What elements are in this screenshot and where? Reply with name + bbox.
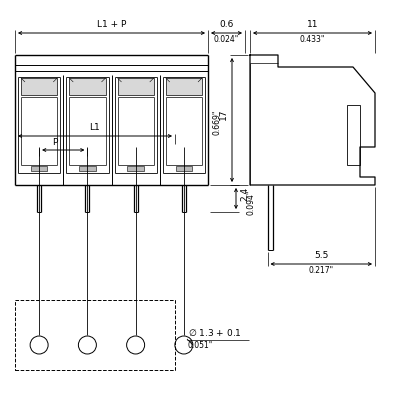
Text: L1: L1 [90, 123, 100, 132]
Bar [69, 78, 105, 95]
Text: 5.5: 5.5 [314, 251, 328, 260]
Bar [128, 166, 144, 171]
Text: L1 + P: L1 + P [97, 20, 126, 29]
Bar [31, 166, 47, 171]
Bar [347, 105, 360, 165]
Text: 0.024": 0.024" [214, 35, 239, 44]
Bar [21, 78, 57, 95]
Text: 0.217": 0.217" [308, 266, 334, 275]
Text: 0.051": 0.051" [188, 340, 213, 350]
Text: 0.6: 0.6 [219, 20, 234, 29]
Bar [117, 78, 154, 95]
Text: 0.433": 0.433" [300, 35, 325, 44]
Text: 11: 11 [307, 20, 318, 29]
Bar [176, 166, 192, 171]
Text: 0.094": 0.094" [247, 190, 256, 215]
Bar [166, 78, 202, 95]
Bar [15, 300, 175, 370]
Text: 0.669": 0.669" [212, 109, 221, 135]
Bar [79, 166, 96, 171]
Text: $\varnothing$ 1.3 + 0.1: $\varnothing$ 1.3 + 0.1 [188, 328, 242, 338]
Text: P: P [53, 138, 58, 147]
Text: 2.4: 2.4 [240, 186, 249, 200]
Text: 17: 17 [219, 108, 228, 120]
